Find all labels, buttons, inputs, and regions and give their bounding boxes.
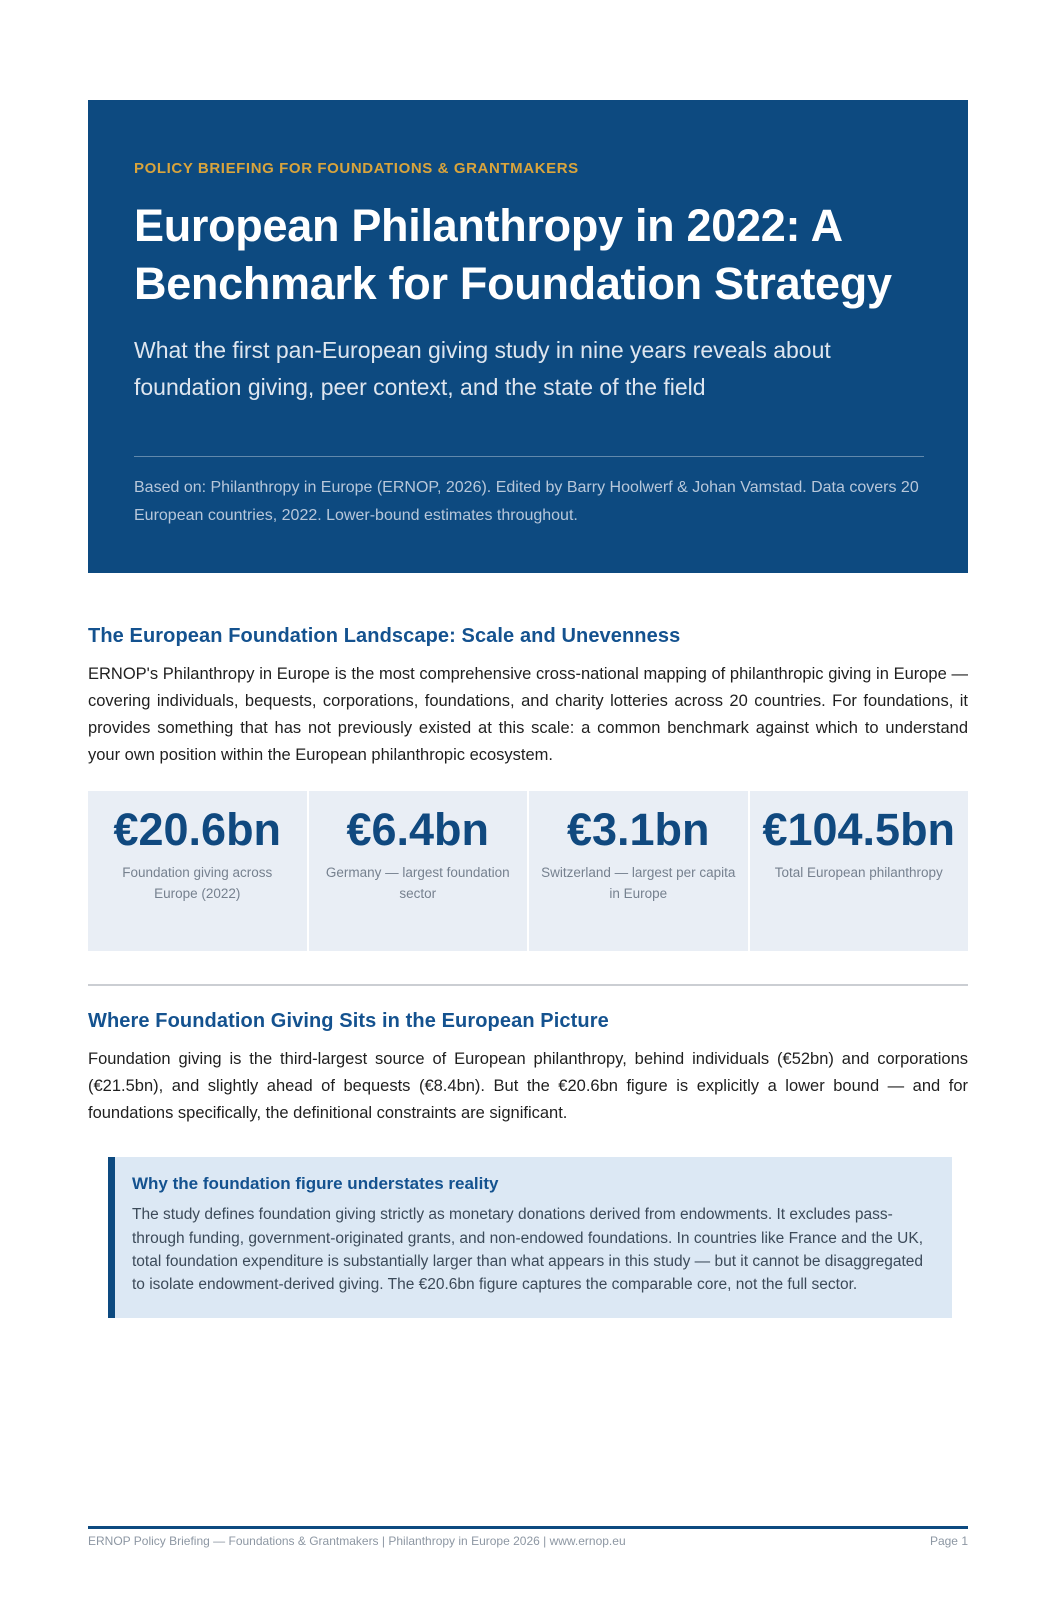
stat-value: €6.4bn <box>346 804 490 856</box>
stat-value: €3.1bn <box>566 804 710 856</box>
attribution-note: Based on: Philanthropy in Europe (ERNOP,… <box>134 478 919 524</box>
stat-value: €104.5bn <box>762 804 956 856</box>
stat-card-total-philanthropy: €104.5bn Total European philanthropy <box>749 791 968 952</box>
page-title: European Philanthropy in 2022: A Benchma… <box>134 200 892 309</box>
stat-value: €20.6bn <box>113 804 282 856</box>
stat-label: Switzerland — largest per capita in Euro… <box>541 864 736 901</box>
page-content: The European Foundation Landscape: Scale… <box>88 625 968 1319</box>
page-subtitle: What the first pan-European giving study… <box>134 337 831 400</box>
page-footer: ERNOP Policy Briefing — Foundations & Gr… <box>88 1526 968 1548</box>
section-divider <box>88 984 968 987</box>
callout-box: Why the foundation figure understates re… <box>108 1157 952 1319</box>
page-number: Page 1 <box>929 1534 968 1548</box>
callout-heading: Why the foundation figure understates re… <box>132 1174 499 1194</box>
stat-card-switzerland: €3.1bn Switzerland — largest per capita … <box>529 791 748 952</box>
callout-body: The study defines foundation giving stri… <box>132 1206 924 1294</box>
header-banner: POLICY BRIEFING FOR FOUNDATIONS & GRANTM… <box>88 100 968 573</box>
stat-card-foundation-giving: €20.6bn Foundation giving across Europe … <box>88 791 307 952</box>
eyebrow-kicker: POLICY BRIEFING FOR FOUNDATIONS & GRANTM… <box>134 160 579 177</box>
section-body-giving-sits: Foundation giving is the third-largest s… <box>88 1050 968 1123</box>
banner-divider <box>134 455 924 457</box>
section-heading-landscape: The European Foundation Landscape: Scale… <box>88 625 681 647</box>
stat-card-germany: €6.4bn Germany — largest foundation sect… <box>308 791 527 952</box>
stat-label: Foundation giving across Europe (2022) <box>122 864 273 901</box>
stats-row: €20.6bn Foundation giving across Europe … <box>88 791 968 952</box>
section-body-landscape: ERNOP's Philanthropy in Europe is the mo… <box>88 665 968 765</box>
footer-briefing-info: ERNOP Policy Briefing — Foundations & Gr… <box>88 1534 626 1548</box>
stat-label: Germany — largest foundation sector <box>325 864 510 901</box>
section-heading-giving-sits: Where Foundation Giving Sits in the Euro… <box>88 1010 609 1033</box>
stat-label: Total European philanthropy <box>774 864 943 880</box>
